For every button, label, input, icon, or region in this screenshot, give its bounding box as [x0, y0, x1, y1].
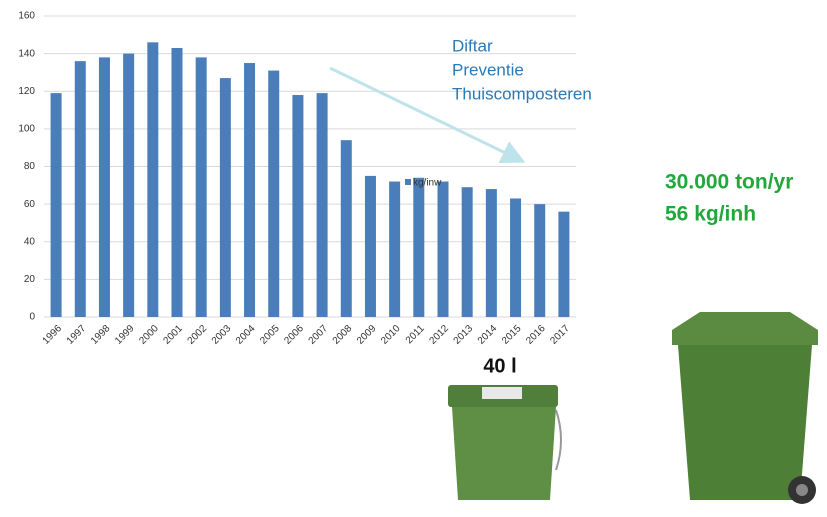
- x-tick-label: 2006: [282, 323, 306, 347]
- x-tick-label: 2005: [258, 323, 282, 347]
- annotation: 30.000 ton/yr: [665, 171, 793, 194]
- bar: [99, 57, 110, 317]
- trend-arrow: [330, 68, 520, 160]
- x-tick-label: 2011: [404, 323, 427, 346]
- y-tick-label: 60: [24, 199, 36, 210]
- bar: [268, 71, 279, 317]
- y-tick-label: 0: [29, 312, 35, 323]
- x-tick-label: 1998: [89, 323, 113, 347]
- bar: [220, 78, 231, 317]
- x-tick-label: 1997: [65, 323, 89, 347]
- x-tick-label: 2003: [210, 323, 234, 347]
- bar: [51, 93, 62, 317]
- bar: [292, 95, 303, 317]
- annotation: Diftar: [452, 36, 493, 55]
- bar: [486, 189, 497, 317]
- x-tick-label: 2009: [355, 323, 379, 347]
- y-tick-label: 120: [18, 86, 35, 97]
- bar: [558, 212, 569, 317]
- bin-label: 40 l: [483, 355, 516, 377]
- y-tick-label: 140: [18, 48, 35, 59]
- bar: [389, 182, 400, 317]
- x-tick-label: 2001: [161, 323, 185, 347]
- bar: [244, 63, 255, 317]
- bar: [534, 204, 545, 317]
- x-tick-label: 2016: [524, 323, 548, 347]
- y-tick-label: 20: [24, 274, 36, 285]
- x-tick-label: 2012: [427, 323, 451, 347]
- legend-label: kg/inw: [413, 178, 442, 189]
- bar: [75, 61, 86, 317]
- x-tick-label: 1996: [41, 323, 65, 347]
- x-tick-label: 2015: [500, 323, 524, 347]
- bar: [123, 54, 134, 317]
- annotation: Preventie: [452, 60, 524, 79]
- x-tick-label: 2017: [548, 323, 572, 347]
- x-tick-label: 2008: [331, 323, 355, 347]
- y-tick-label: 160: [18, 11, 35, 22]
- y-tick-label: 100: [18, 124, 35, 135]
- bar: [196, 57, 207, 317]
- slide: 0204060801001201401601996199719981999200…: [0, 0, 827, 517]
- x-tick-label: 2004: [234, 323, 258, 347]
- bar: [341, 140, 352, 317]
- bar: [317, 93, 328, 317]
- legend-swatch: [405, 179, 411, 185]
- annotation: 56 kg/inh: [665, 203, 756, 226]
- bar: [438, 182, 449, 317]
- bar: [510, 198, 521, 317]
- x-tick-label: 2007: [307, 323, 331, 347]
- x-tick-label: 2014: [476, 323, 500, 347]
- bar: [365, 176, 376, 317]
- small-bin: [448, 385, 561, 500]
- bar: [172, 48, 183, 317]
- y-tick-label: 80: [24, 161, 36, 172]
- y-tick-label: 40: [24, 236, 36, 247]
- x-tick-label: 2000: [137, 323, 161, 347]
- x-tick-label: 2010: [379, 323, 403, 347]
- large-bin: [672, 312, 818, 504]
- bar: [462, 187, 473, 317]
- bar: [147, 42, 158, 317]
- bar: [413, 178, 424, 317]
- annotation: Thuiscomposteren: [452, 84, 592, 103]
- x-tick-label: 2013: [452, 323, 476, 347]
- x-tick-label: 1999: [113, 323, 137, 347]
- x-tick-label: 2002: [186, 323, 210, 347]
